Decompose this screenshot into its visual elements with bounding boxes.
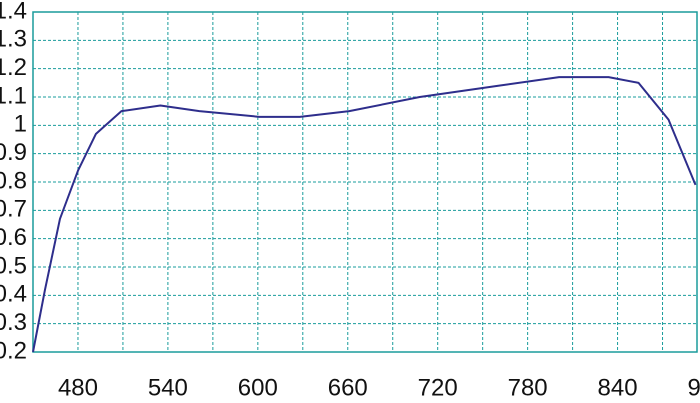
y-tick-label: 0.4	[0, 281, 27, 308]
x-tick-label: 600	[238, 374, 278, 401]
line	[32, 76, 697, 353]
y-tick-label: 1.1	[0, 82, 27, 109]
y-tick-label: 0.8	[0, 167, 27, 194]
plot-frame	[32, 11, 698, 353]
x-tick-label: 780	[508, 374, 548, 401]
x-tick-label: 480	[58, 374, 98, 401]
y-tick-label: 1.2	[0, 54, 27, 81]
y-tick-label: 0.6	[0, 224, 27, 251]
y-tick-label: 0.2	[0, 337, 27, 364]
x-tick-label: 720	[418, 374, 458, 401]
y-tick-label: 0.5	[0, 252, 27, 279]
x-tick-label: 660	[328, 374, 368, 401]
x-tick-label: 840	[598, 374, 638, 401]
y-tick-label: 0.3	[0, 309, 27, 336]
y-tick-label: 0.9	[0, 139, 27, 166]
x-tick-label: 900	[687, 374, 700, 401]
y-tick-label: 0.7	[0, 196, 27, 223]
y-tick-label: 1	[14, 111, 27, 138]
y-tick-label: 1.3	[0, 26, 27, 53]
y-tick-label: 1.4	[0, 0, 27, 24]
x-tick-label: 540	[148, 374, 188, 401]
